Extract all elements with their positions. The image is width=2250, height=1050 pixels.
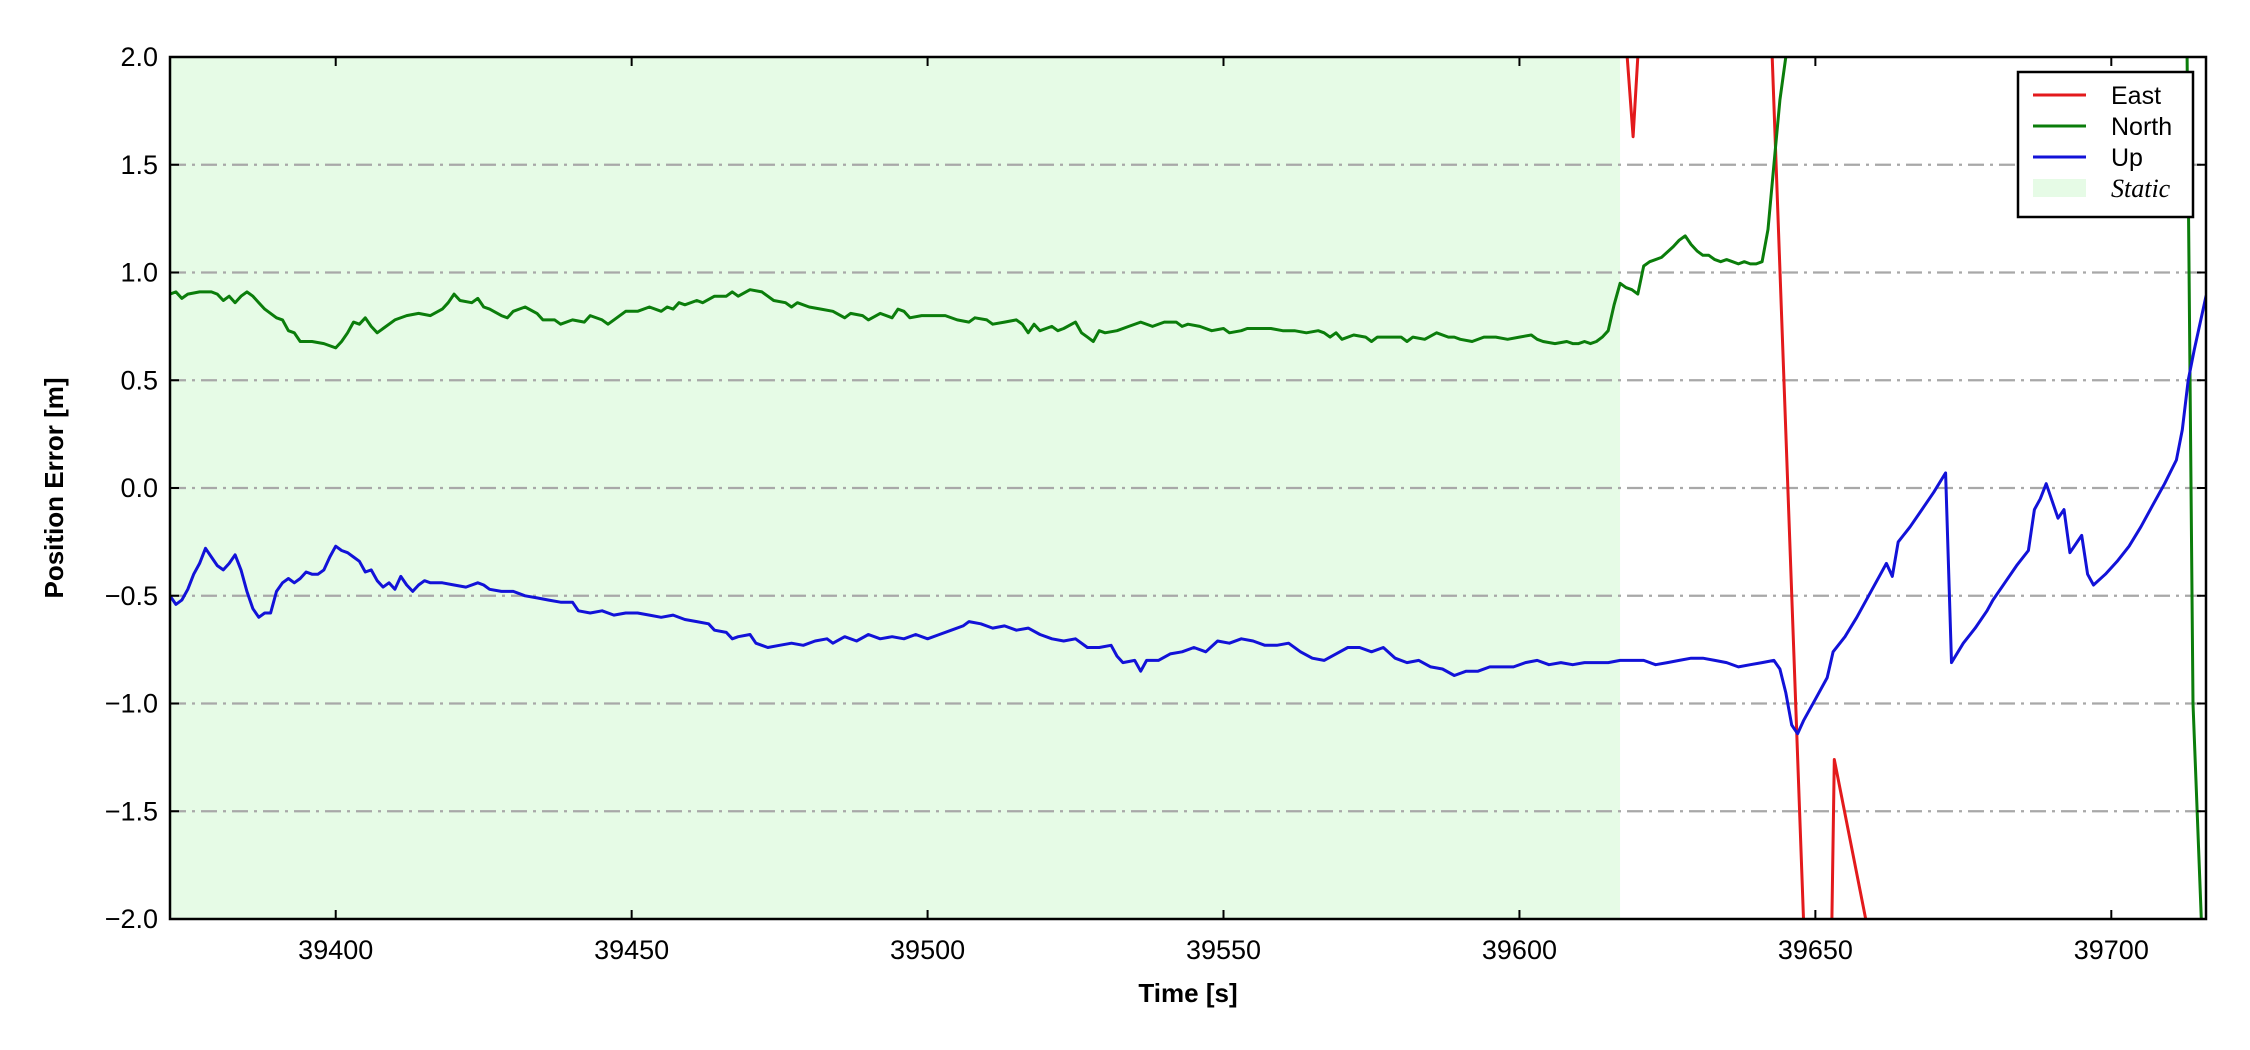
x-tick-label: 39550	[1186, 935, 1261, 965]
legend-label-north: North	[2111, 113, 2172, 141]
x-tick-label: 39700	[2074, 935, 2149, 965]
series-line-east	[1830, 758, 1868, 919]
x-tick-label: 39600	[1482, 935, 1557, 965]
series-line-north	[170, 57, 1788, 350]
y-tick-label: 2.0	[120, 42, 158, 72]
x-axis-title: Time [s]	[1138, 978, 1237, 1008]
x-tick-label: 39500	[890, 935, 965, 965]
legend-label-static: Static	[2111, 174, 2171, 203]
y-tick-label: −2.0	[105, 904, 158, 934]
series-line-east	[1625, 57, 1640, 139]
grid-layer	[170, 163, 2206, 813]
y-tick-label: 1.5	[120, 150, 158, 180]
x-tick-label: 39400	[298, 935, 373, 965]
x-tick-label: 39650	[1778, 935, 1853, 965]
y-tick-label: 0.5	[120, 365, 158, 395]
y-tick-label: 0.0	[120, 473, 158, 503]
y-tick-label: −1.5	[105, 796, 158, 826]
series-line-up	[170, 294, 2206, 736]
legend-label-up: Up	[2111, 144, 2143, 172]
y-tick-label: −1.0	[105, 689, 158, 719]
y-axis-title: Position Error [m]	[39, 377, 69, 598]
y-tick-label: 1.0	[120, 258, 158, 288]
x-tick-label: 39450	[594, 935, 669, 965]
y-tick-label: −0.5	[105, 581, 158, 611]
series-line-north	[2185, 57, 2203, 919]
series-layer	[170, 57, 2206, 919]
legend-label-east: East	[2111, 82, 2161, 110]
series-line-east	[1770, 57, 1805, 919]
legend-swatch-static	[2033, 179, 2086, 197]
tick-layer: 39400 39450 39500 39550 39600 39650 39700 2.0 1.…	[105, 42, 2206, 965]
